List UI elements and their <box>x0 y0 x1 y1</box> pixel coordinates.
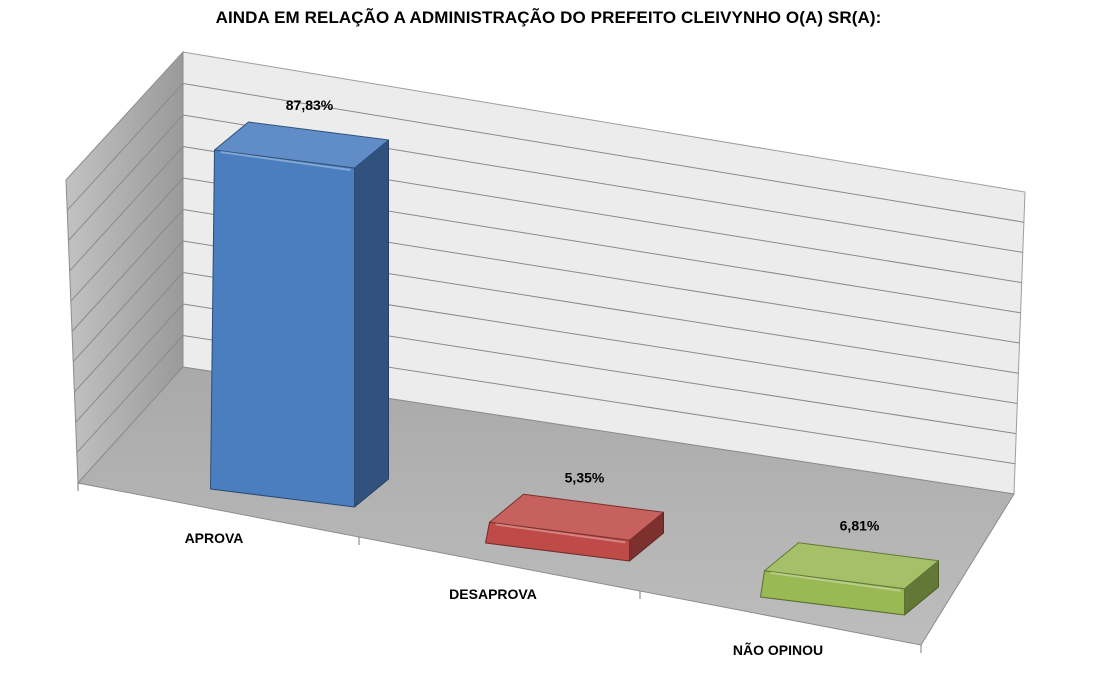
gridline <box>74 272 184 393</box>
chart-title: AINDA EM RELAÇÃO A ADMINISTRAÇÃO DO PREF… <box>215 8 882 27</box>
gridline <box>72 240 184 363</box>
bar <box>210 121 389 508</box>
data-label: 6,81% <box>840 518 880 534</box>
category-label: NÃO OPINOU <box>733 641 823 658</box>
labels: 87,83% APROVA 5,35% DESAPROVA 6,81% NÃO OPINO… <box>185 97 880 658</box>
gridline <box>68 114 184 241</box>
gridline <box>70 177 184 302</box>
bar <box>485 493 664 562</box>
gridline <box>75 303 184 423</box>
gridline <box>69 146 184 272</box>
bar <box>760 542 939 616</box>
gridline <box>71 209 184 332</box>
data-label: 87,83% <box>286 97 334 113</box>
data-label: 5,35% <box>565 469 605 485</box>
category-label: DESAPROVA <box>449 586 537 602</box>
x-axis-ticks <box>77 483 922 653</box>
gridline <box>182 83 1024 223</box>
bars <box>210 121 939 616</box>
category-label: APROVA <box>185 530 244 546</box>
gridline <box>76 335 184 454</box>
gridline <box>66 83 184 211</box>
